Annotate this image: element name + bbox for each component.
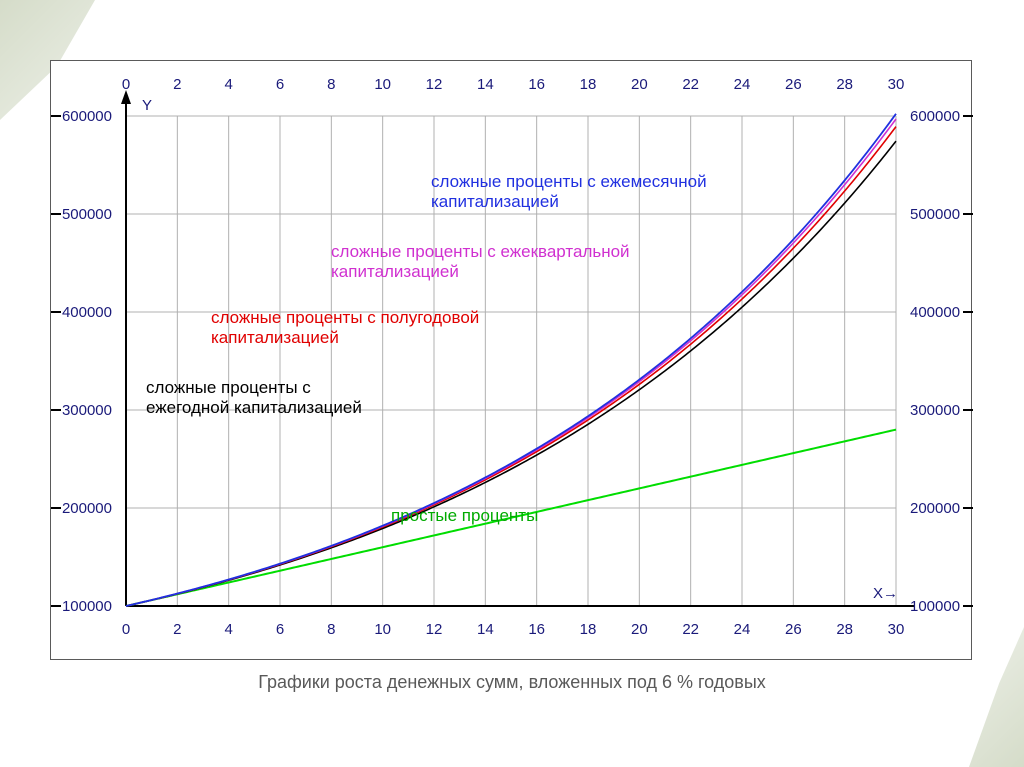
svg-text:600000: 600000 — [62, 108, 112, 125]
svg-text:26: 26 — [785, 76, 802, 93]
svg-text:300000: 300000 — [62, 402, 112, 419]
svg-text:14: 14 — [477, 621, 494, 638]
svg-text:14: 14 — [477, 76, 494, 93]
svg-text:8: 8 — [327, 621, 335, 638]
svg-text:100000: 100000 — [910, 598, 960, 615]
svg-text:X→: X→ — [873, 585, 898, 602]
series-label-semiannual-line0: сложные проценты с полугодовой — [211, 308, 479, 327]
svg-text:400000: 400000 — [62, 304, 112, 321]
svg-text:6: 6 — [276, 621, 284, 638]
series-label-annual-line0: сложные проценты с — [146, 378, 311, 397]
svg-text:0: 0 — [122, 621, 130, 638]
svg-text:28: 28 — [836, 621, 853, 638]
svg-text:20: 20 — [631, 621, 648, 638]
svg-text:22: 22 — [682, 621, 699, 638]
svg-text:8: 8 — [327, 76, 335, 93]
series-label-quarterly-line1: капитализацией — [331, 262, 459, 281]
svg-text:4: 4 — [224, 621, 232, 638]
chart-caption: Графики роста денежных сумм, вложенных п… — [0, 672, 1024, 693]
svg-text:200000: 200000 — [910, 500, 960, 517]
series-label-annual-line1: ежегодной капитализацией — [146, 398, 362, 417]
svg-text:10: 10 — [374, 76, 391, 93]
svg-text:24: 24 — [734, 621, 751, 638]
svg-text:16: 16 — [528, 621, 545, 638]
svg-text:Y: Y — [142, 97, 152, 114]
svg-text:200000: 200000 — [62, 500, 112, 517]
decorative-corner-bottom-right — [969, 627, 1024, 767]
svg-text:100000: 100000 — [62, 598, 112, 615]
svg-text:400000: 400000 — [910, 304, 960, 321]
svg-text:22: 22 — [682, 76, 699, 93]
svg-text:26: 26 — [785, 621, 802, 638]
svg-text:500000: 500000 — [910, 206, 960, 223]
svg-text:18: 18 — [580, 76, 597, 93]
svg-text:6: 6 — [276, 76, 284, 93]
svg-text:2: 2 — [173, 76, 181, 93]
svg-text:0: 0 — [122, 76, 130, 93]
svg-text:500000: 500000 — [62, 206, 112, 223]
svg-text:28: 28 — [836, 76, 853, 93]
chart-svg: 024681012141618202224262830 024681012141… — [51, 61, 973, 661]
svg-text:30: 30 — [888, 76, 905, 93]
svg-text:18: 18 — [580, 621, 597, 638]
svg-text:16: 16 — [528, 76, 545, 93]
svg-text:4: 4 — [224, 76, 232, 93]
series-label-semiannual-line1: капитализацией — [211, 328, 339, 347]
svg-text:300000: 300000 — [910, 402, 960, 419]
svg-text:12: 12 — [426, 621, 443, 638]
svg-text:30: 30 — [888, 621, 905, 638]
series-label-monthly-line1: капитализацией — [431, 192, 559, 211]
chart-frame: 024681012141618202224262830 024681012141… — [50, 60, 972, 660]
series-label-simple-line0: простые проценты — [391, 506, 538, 525]
svg-text:24: 24 — [734, 76, 751, 93]
svg-text:12: 12 — [426, 76, 443, 93]
series-label-quarterly-line0: сложные проценты с ежеквартальной — [331, 242, 630, 261]
svg-text:2: 2 — [173, 621, 181, 638]
svg-text:600000: 600000 — [910, 108, 960, 125]
svg-text:20: 20 — [631, 76, 648, 93]
series-label-monthly-line0: сложные проценты с ежемесячной — [431, 172, 707, 191]
svg-text:10: 10 — [374, 621, 391, 638]
